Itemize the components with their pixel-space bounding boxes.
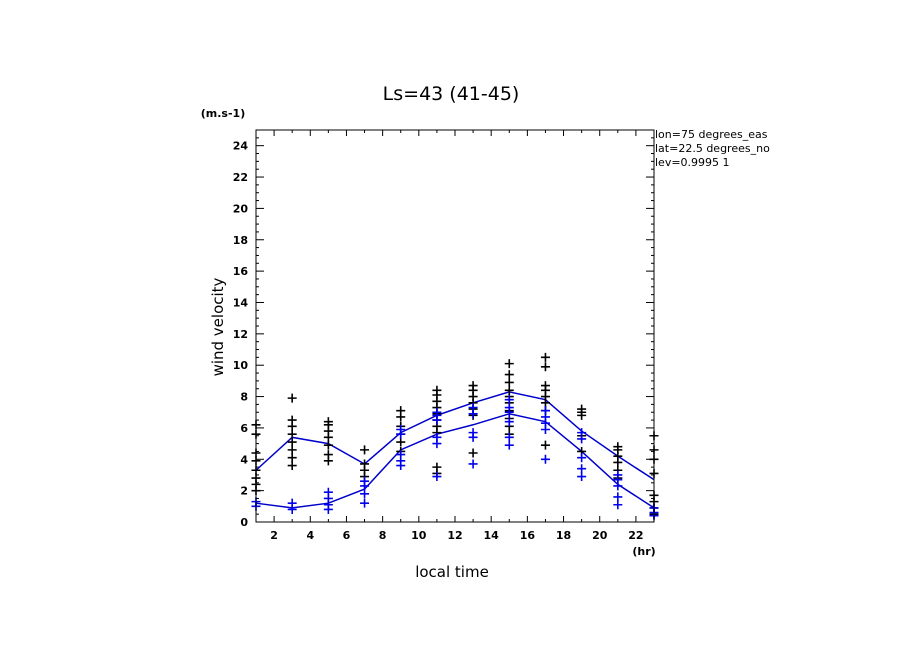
black-data-point bbox=[287, 453, 297, 463]
blue-data-point bbox=[540, 454, 550, 464]
y-tick-label: 14 bbox=[233, 296, 249, 309]
y-tick-label: 20 bbox=[233, 202, 249, 215]
black-data-point bbox=[396, 406, 406, 416]
blue-data-point bbox=[468, 428, 478, 438]
blue-data-point bbox=[577, 428, 587, 438]
black-data-point bbox=[540, 352, 550, 362]
blue-data-point bbox=[432, 407, 442, 417]
black-data-point bbox=[287, 415, 297, 425]
x-tick-label: 4 bbox=[306, 529, 314, 542]
blue-data-point bbox=[504, 440, 514, 450]
black-data-point bbox=[323, 417, 333, 427]
black-data-point bbox=[468, 381, 478, 391]
black-data-point bbox=[504, 359, 514, 369]
y-axis-label: wind velocity bbox=[209, 277, 227, 376]
blue-data-point bbox=[504, 403, 514, 413]
y-tick-label: 10 bbox=[233, 359, 249, 372]
black-data-point bbox=[540, 440, 550, 450]
blue-data-point bbox=[577, 472, 587, 482]
x-tick-label: 16 bbox=[520, 529, 536, 542]
y-tick-label: 16 bbox=[233, 265, 249, 278]
blue-data-point bbox=[577, 453, 587, 463]
blue-data-point bbox=[613, 470, 623, 480]
series-lines bbox=[255, 391, 655, 509]
blue-data-point bbox=[432, 472, 442, 482]
black-data-point bbox=[360, 459, 370, 469]
black-data-point bbox=[323, 450, 333, 460]
black-data-point bbox=[287, 429, 297, 439]
blue-data-point bbox=[504, 417, 514, 427]
y-tick-label: 12 bbox=[233, 328, 248, 341]
y-tick-label: 22 bbox=[233, 171, 248, 184]
blue-data-point bbox=[613, 492, 623, 502]
x-tick-label: 14 bbox=[484, 529, 500, 542]
black-data-point bbox=[360, 445, 370, 455]
blue-data-point bbox=[468, 403, 478, 413]
x-tick-label: 2 bbox=[270, 529, 278, 542]
black-data-point bbox=[287, 393, 297, 403]
black-data-point bbox=[468, 448, 478, 458]
blue-data-point bbox=[432, 432, 442, 442]
x-tick-label: 10 bbox=[411, 529, 427, 542]
blue-data-point bbox=[504, 432, 514, 442]
x-tick-label: 6 bbox=[343, 529, 351, 542]
blue-data-point bbox=[360, 489, 370, 499]
blue-data-point bbox=[396, 450, 406, 460]
black-data-point bbox=[287, 461, 297, 471]
x-tick-label: 18 bbox=[556, 529, 571, 542]
blue-data-point bbox=[360, 498, 370, 508]
blue-data-point bbox=[287, 498, 297, 508]
black-data-point bbox=[504, 370, 514, 380]
black-data-point bbox=[540, 381, 550, 391]
black-data-point bbox=[287, 445, 297, 455]
mean-line-2 bbox=[255, 413, 655, 509]
plot-frame bbox=[255, 129, 655, 523]
x-axis-label: local time bbox=[415, 563, 489, 581]
blue-data-point bbox=[468, 459, 478, 469]
black-data-point bbox=[577, 404, 587, 414]
blue-data-point bbox=[396, 424, 406, 434]
y-tick-label: 4 bbox=[240, 453, 248, 466]
blue-data-point bbox=[504, 395, 514, 405]
y-tick-label: 8 bbox=[240, 391, 248, 404]
black-data-point bbox=[287, 437, 297, 447]
blue-data-point bbox=[540, 406, 550, 416]
info-lat: lat=22.5 degrees_no bbox=[655, 142, 770, 155]
info-lev: lev=0.9995 1 bbox=[655, 156, 730, 169]
mean-line-1 bbox=[255, 391, 655, 481]
y-tick-label: 0 bbox=[240, 516, 248, 529]
data-points bbox=[251, 352, 659, 521]
x-tick-label: 12 bbox=[447, 529, 462, 542]
black-data-point bbox=[432, 462, 442, 472]
info-lon: lon=75 degrees_eas bbox=[655, 128, 768, 141]
chart-title: Ls=43 (41-45) bbox=[383, 83, 520, 105]
y-tick-label: 6 bbox=[240, 422, 248, 435]
black-data-point bbox=[396, 437, 406, 447]
y-axis-unit: (m.s-1) bbox=[201, 107, 245, 120]
blue-data-point bbox=[577, 464, 587, 474]
black-data-point bbox=[540, 362, 550, 372]
y-tick-label: 2 bbox=[240, 485, 248, 498]
y-tick-label: 18 bbox=[233, 234, 248, 247]
blue-data-point bbox=[360, 476, 370, 486]
x-tick-label: 20 bbox=[592, 529, 608, 542]
blue-data-point bbox=[613, 500, 623, 510]
black-data-point bbox=[504, 377, 514, 387]
black-data-point bbox=[613, 442, 623, 452]
x-tick-label: 22 bbox=[628, 529, 643, 542]
black-data-point bbox=[323, 440, 333, 450]
black-data-point bbox=[504, 385, 514, 395]
x-axis-unit: (hr) bbox=[632, 545, 655, 558]
x-tick-label: 8 bbox=[379, 529, 387, 542]
black-data-point bbox=[432, 385, 442, 395]
blue-data-point bbox=[323, 487, 333, 497]
y-tick-label: 24 bbox=[233, 140, 249, 153]
